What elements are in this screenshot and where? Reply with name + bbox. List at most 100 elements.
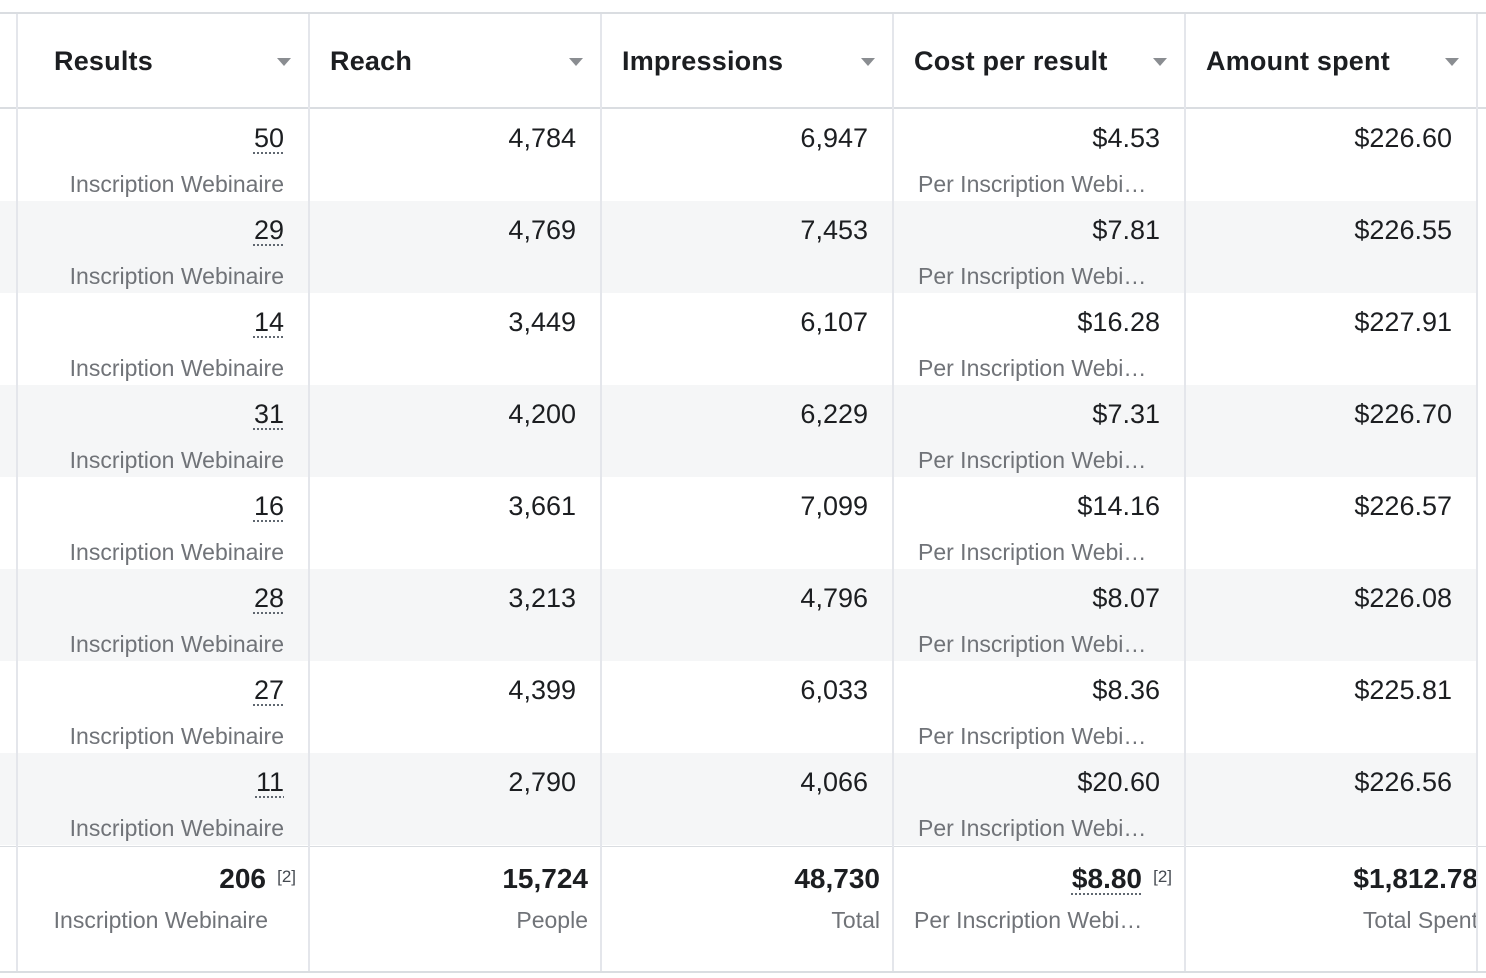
results-type: Inscription Webinaire <box>69 815 284 841</box>
header-divider <box>0 107 1486 109</box>
reach-value: 4,399 <box>508 675 576 705</box>
results-cell: 28 Inscription Webinaire <box>18 569 308 661</box>
cost-per-result-type: Per Inscription Webi… <box>918 447 1147 473</box>
results-cell: 31 Inscription Webinaire <box>18 385 308 477</box>
results-value[interactable]: 31 <box>253 399 284 429</box>
cost-per-result-value: $20.60 <box>1077 767 1160 797</box>
column-header-cost-per-result[interactable]: Cost per result <box>894 14 1184 108</box>
column-label: Impressions <box>622 45 784 76</box>
cost-per-result-value: $7.31 <box>1092 399 1160 429</box>
amount-spent-value: $226.55 <box>1354 215 1452 245</box>
amount-spent-cell: $226.70 <box>1186 385 1476 477</box>
cost-per-result-type: Per Inscription Webi… <box>918 355 1147 381</box>
results-type: Inscription Webinaire <box>69 539 284 565</box>
column-label: Reach <box>330 45 413 76</box>
table-row: 16 Inscription Webinaire 3,661 7,099 $14.16 P… <box>0 477 1476 569</box>
impressions-cell: 6,947 <box>602 109 892 201</box>
results-value[interactable]: 16 <box>253 491 284 521</box>
results-value[interactable]: 29 <box>253 215 284 245</box>
totals-spent-cell: $1,812.78 Total Spent <box>1186 847 1478 972</box>
impressions-value: 6,229 <box>800 399 868 429</box>
table-top-border <box>0 12 1486 14</box>
results-type: Inscription Webinaire <box>69 447 284 473</box>
chevron-down-icon[interactable] <box>1445 58 1459 66</box>
totals-results-value: 206 <box>219 863 266 894</box>
totals-results-footnote[interactable]: [2] <box>277 867 296 886</box>
cost-per-result-value: $16.28 <box>1077 307 1160 337</box>
totals-row: 206 [2] Inscription Webinaire 15,724 Peo… <box>0 847 1486 972</box>
results-value[interactable]: 50 <box>253 123 284 153</box>
cost-per-result-value: $4.53 <box>1092 123 1160 153</box>
amount-spent-value: $226.70 <box>1354 399 1452 429</box>
cost-per-result-cell: $16.28 Per Inscription Webi… <box>894 293 1184 385</box>
impressions-value: 4,066 <box>800 767 868 797</box>
column-header-reach[interactable]: Reach <box>310 14 600 108</box>
totals-cost-type: Per Inscription Webi… <box>914 907 1143 933</box>
amount-spent-cell: $226.08 <box>1186 569 1476 661</box>
amount-spent-value: $225.81 <box>1354 675 1452 705</box>
column-header-amount-spent[interactable]: Amount spent <box>1186 14 1476 108</box>
column-header-impressions[interactable]: Impressions <box>602 14 892 108</box>
cost-per-result-cell: $20.60 Per Inscription Webi… <box>894 753 1184 845</box>
reach-cell: 4,200 <box>310 385 600 477</box>
amount-spent-value: $226.08 <box>1354 583 1452 613</box>
reach-value: 4,784 <box>508 123 576 153</box>
reach-cell: 2,790 <box>310 753 600 845</box>
results-value[interactable]: 28 <box>253 583 284 613</box>
amount-spent-cell: $226.57 <box>1186 477 1476 569</box>
table-row: 11 Inscription Webinaire 2,790 4,066 $20.60 P… <box>0 753 1476 845</box>
reach-value: 3,213 <box>508 583 576 613</box>
amount-spent-value: $226.56 <box>1354 767 1452 797</box>
reach-cell: 3,449 <box>310 293 600 385</box>
cost-per-result-type: Per Inscription Webi… <box>918 723 1147 749</box>
column-label: Results <box>54 45 153 76</box>
column-divider <box>308 14 310 971</box>
impressions-cell: 7,099 <box>602 477 892 569</box>
cost-per-result-type: Per Inscription Webi… <box>918 815 1147 841</box>
reach-cell: 4,769 <box>310 201 600 293</box>
cost-per-result-cell: $7.31 Per Inscription Webi… <box>894 385 1184 477</box>
results-type: Inscription Webinaire <box>69 263 284 289</box>
results-type: Inscription Webinaire <box>69 631 284 657</box>
results-cell: 50 Inscription Webinaire <box>18 109 308 201</box>
totals-impressions-value: 48,730 <box>794 863 880 894</box>
reach-value: 4,200 <box>508 399 576 429</box>
cost-per-result-type: Per Inscription Webi… <box>918 631 1147 657</box>
column-header-results[interactable]: Results <box>18 14 308 108</box>
impressions-cell: 6,033 <box>602 661 892 753</box>
impressions-cell: 4,066 <box>602 753 892 845</box>
chevron-down-icon[interactable] <box>569 58 583 66</box>
results-value[interactable]: 14 <box>253 307 284 337</box>
cost-per-result-value: $14.16 <box>1077 491 1160 521</box>
impressions-value: 6,947 <box>800 123 868 153</box>
table-row: 31 Inscription Webinaire 4,200 6,229 $7.31 Pe… <box>0 385 1476 477</box>
reach-cell: 4,399 <box>310 661 600 753</box>
totals-cost-footnote[interactable]: [2] <box>1153 867 1172 886</box>
impressions-value: 6,033 <box>800 675 868 705</box>
reach-value: 4,769 <box>508 215 576 245</box>
table-row: 29 Inscription Webinaire 4,769 7,453 $7.81 Pe… <box>0 201 1476 293</box>
chevron-down-icon[interactable] <box>861 58 875 66</box>
impressions-cell: 4,796 <box>602 569 892 661</box>
totals-cost-value[interactable]: $8.80 <box>1071 863 1142 894</box>
chevron-down-icon[interactable] <box>277 58 291 66</box>
cost-per-result-value: $7.81 <box>1092 215 1160 245</box>
results-value[interactable]: 11 <box>255 767 284 797</box>
results-value[interactable]: 27 <box>253 675 284 705</box>
totals-results-type: Inscription Webinaire <box>53 907 268 933</box>
table-bottom-border <box>0 971 1486 973</box>
chevron-down-icon[interactable] <box>1153 58 1167 66</box>
cost-per-result-type: Per Inscription Webi… <box>918 171 1147 197</box>
impressions-value: 7,099 <box>800 491 868 521</box>
results-cell: 16 Inscription Webinaire <box>18 477 308 569</box>
totals-impressions-type: Total <box>831 907 880 933</box>
amount-spent-cell: $227.91 <box>1186 293 1476 385</box>
totals-cost-cell: $8.80 [2] Per Inscription Webi… <box>894 847 1184 972</box>
cost-per-result-cell: $14.16 Per Inscription Webi… <box>894 477 1184 569</box>
column-divider <box>892 14 894 971</box>
table-row: 27 Inscription Webinaire 4,399 6,033 $8.36 Pe… <box>0 661 1476 753</box>
amount-spent-cell: $226.60 <box>1186 109 1476 201</box>
totals-reach-type: People <box>516 907 588 933</box>
results-cell: 14 Inscription Webinaire <box>18 293 308 385</box>
